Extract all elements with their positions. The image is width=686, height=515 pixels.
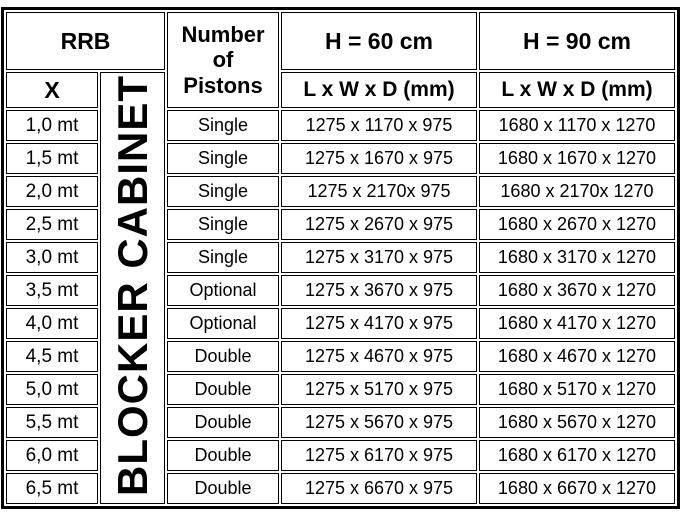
cell-h60: 1275 x 6670 x 975 [281, 473, 477, 504]
vertical-label-blocker-cabinet: BLOCKER CABINET [108, 75, 156, 496]
cell-x: 1,5 mt [6, 143, 98, 174]
cell-h90: 1680 x 6670 x 1270 [479, 473, 675, 504]
cell-x: 4,5 mt [6, 341, 98, 372]
cell-x: 5,0 mt [6, 374, 98, 405]
cell-pistons: Double [167, 341, 279, 372]
header-row-1: RRB Number of Pistons H = 60 cm H = 90 c… [6, 12, 675, 108]
cell-x: 6,5 mt [6, 473, 98, 504]
cell-x: 5,5 mt [6, 407, 98, 438]
cell-h60: 1275 x 1170 x 975 [281, 110, 477, 141]
cell-h60: 1275 x 5170 x 975 [281, 374, 477, 405]
cell-pistons: Double [167, 374, 279, 405]
cell-pistons: Single [167, 143, 279, 174]
cell-x: 6,0 mt [6, 440, 98, 471]
cell-h60: 1275 x 1670 x 975 [281, 143, 477, 174]
table-row: 3,5 mt Optional 1275 x 3670 x 975 1680 x… [6, 275, 675, 306]
table-row: 2,0 mt Single 1275 x 2170x 975 1680 x 21… [6, 176, 675, 207]
table-row: 5,0 mt Double 1275 x 5170 x 975 1680 x 5… [6, 374, 675, 405]
cell-h90: 1680 x 2170x 1270 [479, 176, 675, 207]
cell-x: 2,5 mt [6, 209, 98, 240]
header-number-of-pistons: Number of Pistons [167, 12, 279, 108]
cell-x: 3,5 mt [6, 275, 98, 306]
cell-h60: 1275 x 2670 x 975 [281, 209, 477, 240]
table-row: 5,5 mt Double 1275 x 5670 x 975 1680 x 5… [6, 407, 675, 438]
cell-x: 3,0 mt [6, 242, 98, 273]
cell-h90: 1680 x 5670 x 1270 [479, 407, 675, 438]
cell-x: 4,0 mt [6, 308, 98, 339]
table-row: 4,5 mt Double 1275 x 4670 x 975 1680 x 4… [6, 341, 675, 372]
cell-pistons: Double [167, 407, 279, 438]
cell-pistons: Single [167, 209, 279, 240]
cell-h90: 1680 x 1170 x 1270 [479, 110, 675, 141]
cell-h60: 1275 x 4670 x 975 [281, 341, 477, 372]
cell-pistons: Optional [167, 275, 279, 306]
cell-h60: 1275 x 4170 x 975 [281, 308, 477, 339]
cell-pistons: Double [167, 440, 279, 471]
cell-pistons: Single [167, 110, 279, 141]
cell-h60: 1275 x 3170 x 975 [281, 242, 477, 273]
cell-x: 2,0 mt [6, 176, 98, 207]
cell-h90: 1680 x 6170 x 1270 [479, 440, 675, 471]
cell-x: 1,0 mt [6, 110, 98, 141]
table-row: 1,0 mt Single 1275 x 1170 x 975 1680 x 1… [6, 110, 675, 141]
header-row-2: X BLOCKER CABINET L x W x D (mm) L x W x… [6, 72, 675, 504]
col-header-dims-h60: L x W x D (mm) [281, 72, 477, 108]
col-header-dims-h90: L x W x D (mm) [479, 72, 675, 108]
spec-table: RRB Number of Pistons H = 60 cm H = 90 c… [1, 7, 680, 509]
table-row: 6,5 mt Double 1275 x 6670 x 975 1680 x 6… [6, 473, 675, 504]
cell-pistons: Single [167, 242, 279, 273]
cell-h90: 1680 x 3170 x 1270 [479, 242, 675, 273]
cell-h90: 1680 x 1670 x 1270 [479, 143, 675, 174]
table-row: 6,0 mt Double 1275 x 6170 x 975 1680 x 6… [6, 440, 675, 471]
header-h90: H = 90 cm [479, 12, 675, 70]
cell-h60: 1275 x 2170x 975 [281, 176, 477, 207]
cell-h90: 1680 x 4670 x 1270 [479, 341, 675, 372]
cell-h90: 1680 x 2670 x 1270 [479, 209, 675, 240]
table-row: 2,5 mt Single 1275 x 2670 x 975 1680 x 2… [6, 209, 675, 240]
table-row: 3,0 mt Single 1275 x 3170 x 975 1680 x 3… [6, 242, 675, 273]
cell-h90: 1680 x 5170 x 1270 [479, 374, 675, 405]
cell-pistons: Double [167, 473, 279, 504]
cell-h60: 1275 x 3670 x 975 [281, 275, 477, 306]
cell-h90: 1680 x 3670 x 1270 [479, 275, 675, 306]
cell-h90: 1680 x 4170 x 1270 [479, 308, 675, 339]
cell-h60: 1275 x 5670 x 975 [281, 407, 477, 438]
header-x: X [6, 72, 98, 108]
cell-pistons: Single [167, 176, 279, 207]
table-row: 4,0 mt Optional 1275 x 4170 x 975 1680 x… [6, 308, 675, 339]
vertical-label-cell: BLOCKER CABINET [100, 72, 165, 504]
table-row: 1,5 mt Single 1275 x 1670 x 975 1680 x 1… [6, 143, 675, 174]
cell-pistons: Optional [167, 308, 279, 339]
header-rrb: RRB [6, 12, 165, 70]
header-h60: H = 60 cm [281, 12, 477, 70]
cell-h60: 1275 x 6170 x 975 [281, 440, 477, 471]
